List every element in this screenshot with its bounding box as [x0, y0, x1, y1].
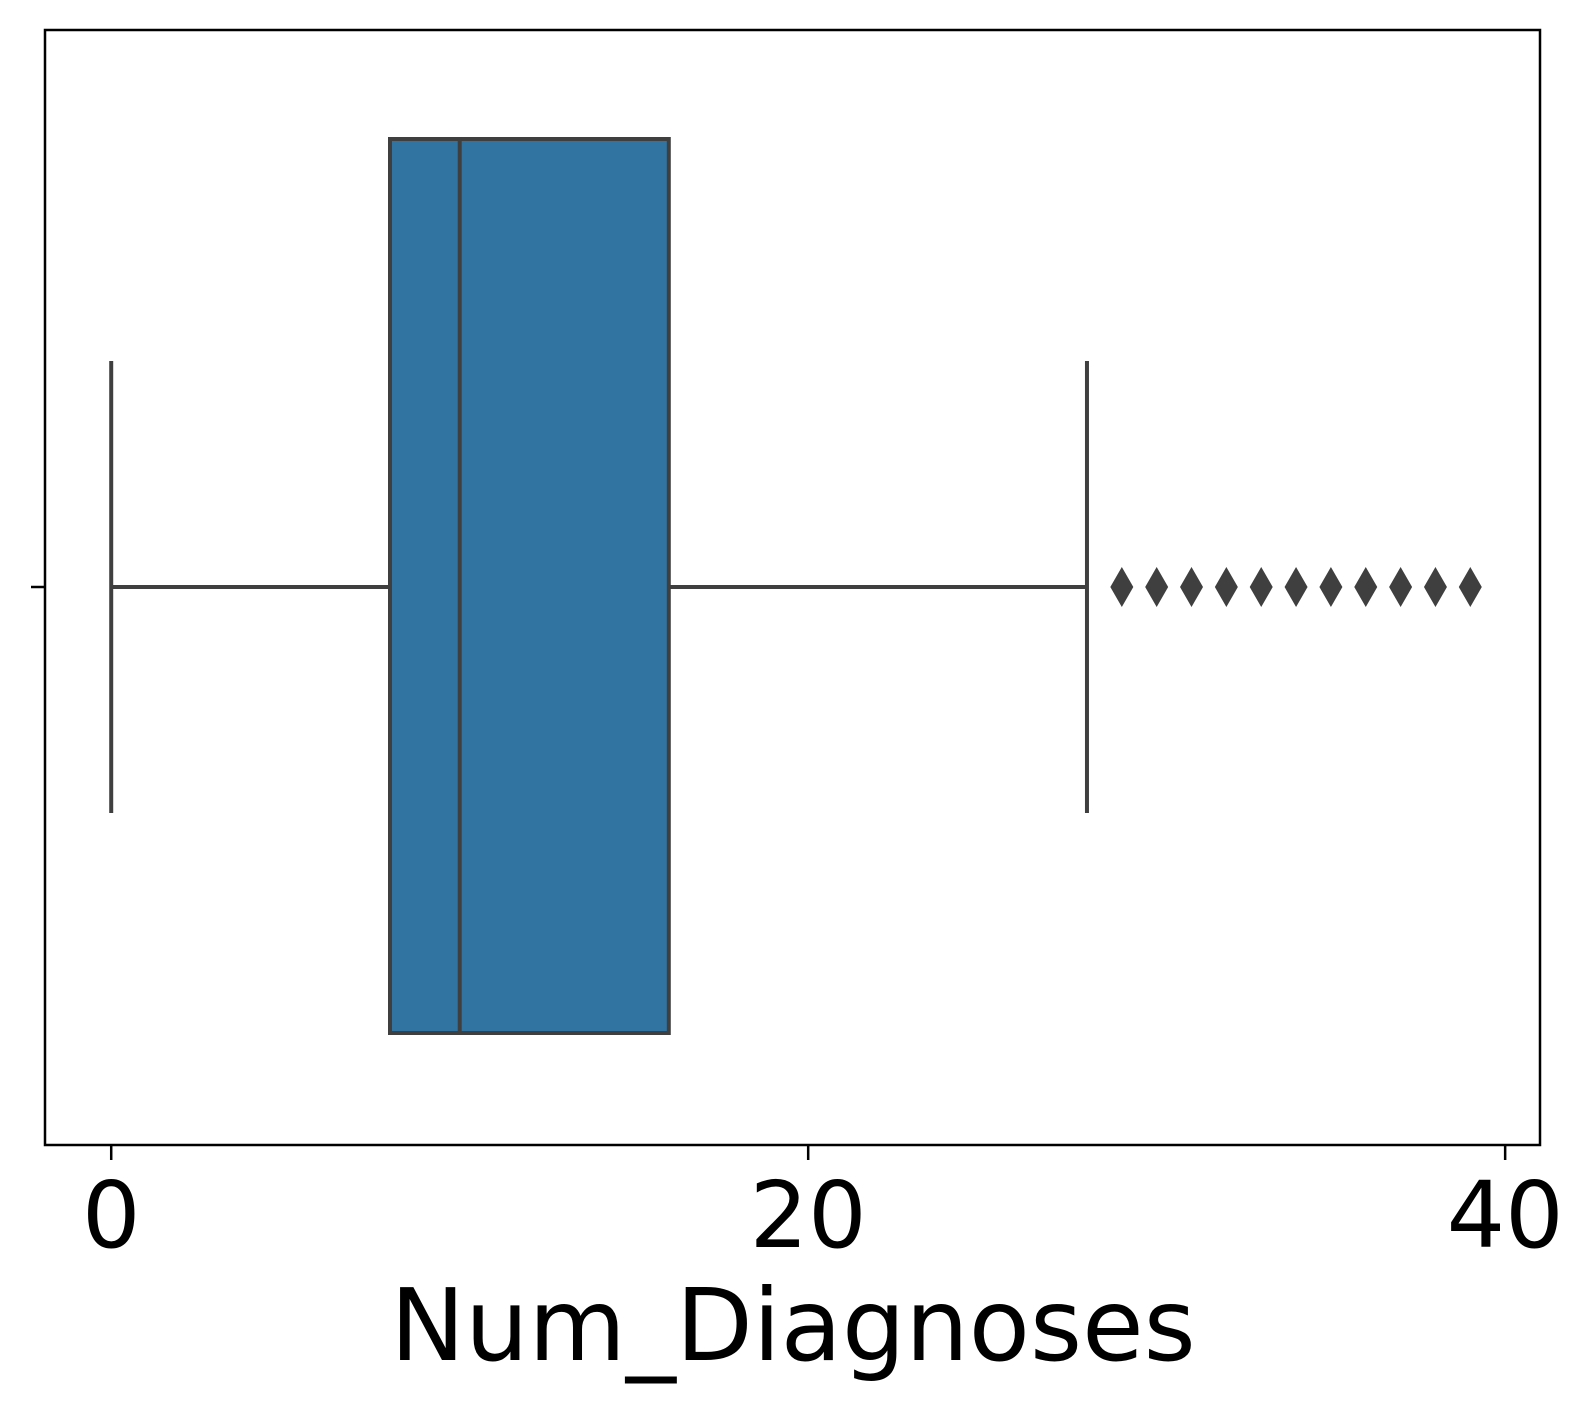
x-tick-label: 40	[1447, 1162, 1564, 1269]
outlier-point	[1214, 567, 1238, 607]
outlier-point	[1110, 567, 1134, 607]
outlier-point	[1458, 567, 1482, 607]
x-tick-label: 20	[750, 1162, 867, 1269]
outlier-point	[1249, 567, 1273, 607]
outlier-point	[1354, 567, 1378, 607]
outlier-point	[1180, 567, 1204, 607]
box-plot-marks	[109, 137, 1482, 1035]
x-tick-label: 0	[82, 1162, 141, 1269]
outlier-point	[1423, 567, 1447, 607]
outlier-point	[1319, 567, 1343, 607]
outlier-point	[1284, 567, 1308, 607]
x-axis-label: Num_Diagnoses	[390, 1267, 1195, 1384]
x-axis-ticks: 0 20 40	[82, 1145, 1564, 1269]
outlier-point	[1389, 567, 1413, 607]
iqr-box	[388, 137, 671, 1035]
outlier-point	[1145, 567, 1169, 607]
